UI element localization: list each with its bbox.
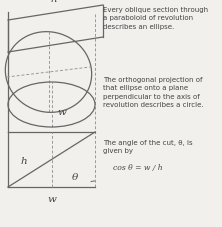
- Text: θ: θ: [72, 173, 78, 182]
- Text: h: h: [50, 0, 57, 4]
- Text: The orthogonal projection of
that ellipse onto a plane
perpendicular to the axis: The orthogonal projection of that ellips…: [103, 77, 204, 108]
- Text: Every oblique section through
a paraboloid of revolution
describes an ellipse.: Every oblique section through a parabolo…: [103, 7, 208, 30]
- Text: w: w: [47, 195, 56, 204]
- Text: w: w: [57, 108, 66, 117]
- Text: cos θ = w / h: cos θ = w / h: [113, 164, 163, 172]
- Text: h: h: [21, 157, 27, 166]
- Text: The angle of the cut, θ, is
given by: The angle of the cut, θ, is given by: [103, 140, 193, 154]
